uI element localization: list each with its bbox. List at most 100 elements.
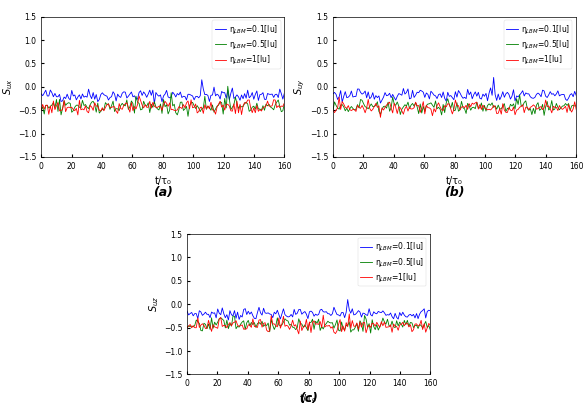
Legend: η$_{LBM}$=0.1[lu], η$_{LBM}$=0.5[lu], η$_{LBM}$=1[lu]: η$_{LBM}$=0.1[lu], η$_{LBM}$=0.5[lu], η$…: [212, 20, 280, 69]
η$_{LBM}$=0.5[lu]: [487, 103, 494, 108]
η$_{LBM}$=0.1[lu]: [400, 86, 407, 91]
Line: η$_{LBM}$=0.1[lu]: η$_{LBM}$=0.1[lu]: [333, 77, 576, 103]
η$_{LBM}$=1[lu]: [295, 332, 302, 337]
η$_{LBM}$=0.1[lu]: [197, 93, 204, 98]
η$_{LBM}$=0.1[lu]: [573, 93, 580, 98]
η$_{LBM}$=0.5[lu]: [530, 106, 537, 111]
η$_{LBM}$=0.1[lu]: [151, 101, 158, 106]
η$_{LBM}$=1[lu]: [382, 105, 389, 110]
Y-axis label: $S_{ux}$: $S_{ux}$: [1, 79, 15, 95]
Text: (a): (a): [153, 186, 173, 199]
η$_{LBM}$=0.5[lu]: [106, 107, 113, 112]
η$_{LBM}$=1[lu]: [346, 312, 353, 317]
η$_{LBM}$=1[lu]: [281, 101, 288, 106]
X-axis label: t/τ₀: t/τ₀: [154, 176, 171, 186]
η$_{LBM}$=0.5[lu]: [183, 325, 191, 330]
η$_{LBM}$=0.5[lu]: [172, 110, 179, 115]
Y-axis label: $S_{uz}$: $S_{uz}$: [147, 296, 161, 312]
η$_{LBM}$=0.1[lu]: [489, 93, 496, 98]
η$_{LBM}$=1[lu]: [88, 104, 95, 109]
η$_{LBM}$=0.1[lu]: [417, 309, 425, 314]
η$_{LBM}$=1[lu]: [402, 106, 409, 111]
η$_{LBM}$=0.5[lu]: [86, 102, 93, 107]
η$_{LBM}$=0.5[lu]: [379, 107, 386, 112]
η$_{LBM}$=0.5[lu]: [329, 108, 336, 113]
η$_{LBM}$=0.1[lu]: [174, 91, 181, 96]
η$_{LBM}$=0.5[lu]: [516, 92, 523, 97]
η$_{LBM}$=1[lu]: [320, 313, 327, 318]
η$_{LBM}$=0.5[lu]: [361, 313, 368, 318]
η$_{LBM}$=0.5[lu]: [367, 331, 374, 336]
η$_{LBM}$=0.1[lu]: [254, 310, 261, 315]
η$_{LBM}$=1[lu]: [272, 97, 279, 102]
η$_{LBM}$=0.1[lu]: [38, 91, 45, 96]
η$_{LBM}$=0.1[lu]: [225, 317, 232, 322]
η$_{LBM}$=1[lu]: [239, 103, 246, 108]
X-axis label: t/τ₀: t/τ₀: [446, 176, 463, 186]
Text: (c): (c): [299, 392, 318, 406]
η$_{LBM}$=0.1[lu]: [86, 93, 93, 98]
Line: η$_{LBM}$=1[lu]: η$_{LBM}$=1[lu]: [41, 96, 285, 115]
η$_{LBM}$=0.5[lu]: [252, 325, 259, 330]
η$_{LBM}$=0.1[lu]: [563, 98, 570, 103]
η$_{LBM}$=0.5[lu]: [386, 323, 393, 328]
η$_{LBM}$=1[lu]: [573, 107, 580, 112]
Line: η$_{LBM}$=0.5[lu]: η$_{LBM}$=0.5[lu]: [41, 86, 285, 116]
Line: η$_{LBM}$=0.5[lu]: η$_{LBM}$=0.5[lu]: [333, 95, 576, 115]
η$_{LBM}$=1[lu]: [175, 104, 182, 109]
η$_{LBM}$=1[lu]: [232, 318, 239, 323]
Y-axis label: $S_{uy}$: $S_{uy}$: [292, 79, 307, 95]
Legend: η$_{LBM}$=0.1[lu], η$_{LBM}$=0.5[lu], η$_{LBM}$=1[lu]: η$_{LBM}$=0.1[lu], η$_{LBM}$=0.5[lu], η$…: [358, 238, 426, 286]
η$_{LBM}$=1[lu]: [183, 325, 191, 330]
η$_{LBM}$=1[lu]: [490, 103, 497, 108]
Line: η$_{LBM}$=0.5[lu]: η$_{LBM}$=0.5[lu]: [187, 315, 430, 333]
η$_{LBM}$=0.5[lu]: [197, 109, 204, 114]
Line: η$_{LBM}$=1[lu]: η$_{LBM}$=1[lu]: [187, 314, 430, 334]
η$_{LBM}$=0.1[lu]: [198, 77, 205, 82]
η$_{LBM}$=0.1[lu]: [490, 75, 497, 80]
η$_{LBM}$=0.5[lu]: [398, 106, 405, 111]
η$_{LBM}$=0.1[lu]: [380, 95, 387, 100]
Line: η$_{LBM}$=0.1[lu]: η$_{LBM}$=0.1[lu]: [187, 300, 430, 320]
η$_{LBM}$=1[lu]: [563, 110, 570, 115]
η$_{LBM}$=0.5[lu]: [573, 102, 580, 107]
η$_{LBM}$=1[lu]: [108, 105, 115, 110]
η$_{LBM}$=0.1[lu]: [427, 308, 434, 313]
η$_{LBM}$=0.5[lu]: [540, 113, 547, 118]
η$_{LBM}$=1[lu]: [386, 324, 393, 329]
η$_{LBM}$=1[lu]: [329, 108, 336, 113]
η$_{LBM}$=0.1[lu]: [234, 310, 241, 314]
Line: η$_{LBM}$=1[lu]: η$_{LBM}$=1[lu]: [333, 97, 576, 117]
η$_{LBM}$=0.5[lu]: [341, 327, 348, 332]
η$_{LBM}$=0.5[lu]: [224, 84, 231, 89]
η$_{LBM}$=0.1[lu]: [239, 96, 246, 101]
η$_{LBM}$=0.1[lu]: [466, 92, 473, 97]
X-axis label: t/τ₀: t/τ₀: [300, 394, 317, 404]
η$_{LBM}$=0.5[lu]: [185, 114, 192, 119]
η$_{LBM}$=0.1[lu]: [272, 92, 279, 97]
η$_{LBM}$=0.5[lu]: [281, 101, 288, 106]
η$_{LBM}$=0.1[lu]: [343, 310, 350, 315]
η$_{LBM}$=0.5[lu]: [427, 328, 434, 333]
η$_{LBM}$=1[lu]: [343, 320, 350, 325]
η$_{LBM}$=1[lu]: [427, 323, 434, 328]
η$_{LBM}$=1[lu]: [467, 104, 474, 109]
η$_{LBM}$=0.1[lu]: [386, 312, 393, 317]
η$_{LBM}$=1[lu]: [38, 108, 45, 113]
Legend: η$_{LBM}$=0.1[lu], η$_{LBM}$=0.5[lu], η$_{LBM}$=1[lu]: η$_{LBM}$=0.1[lu], η$_{LBM}$=0.5[lu], η$…: [504, 20, 573, 69]
η$_{LBM}$=0.5[lu]: [417, 323, 425, 328]
η$_{LBM}$=1[lu]: [135, 94, 142, 99]
η$_{LBM}$=0.5[lu]: [239, 104, 246, 109]
η$_{LBM}$=0.1[lu]: [281, 91, 288, 96]
η$_{LBM}$=1[lu]: [417, 318, 425, 323]
η$_{LBM}$=0.1[lu]: [532, 95, 539, 100]
η$_{LBM}$=0.1[lu]: [344, 297, 351, 302]
η$_{LBM}$=0.1[lu]: [377, 101, 384, 106]
η$_{LBM}$=1[lu]: [336, 95, 343, 100]
Text: (b): (b): [445, 186, 465, 199]
Line: η$_{LBM}$=0.1[lu]: η$_{LBM}$=0.1[lu]: [41, 80, 285, 104]
η$_{LBM}$=0.5[lu]: [318, 324, 325, 329]
η$_{LBM}$=0.5[lu]: [232, 326, 239, 331]
η$_{LBM}$=1[lu]: [532, 104, 539, 109]
η$_{LBM}$=0.5[lu]: [38, 108, 45, 113]
